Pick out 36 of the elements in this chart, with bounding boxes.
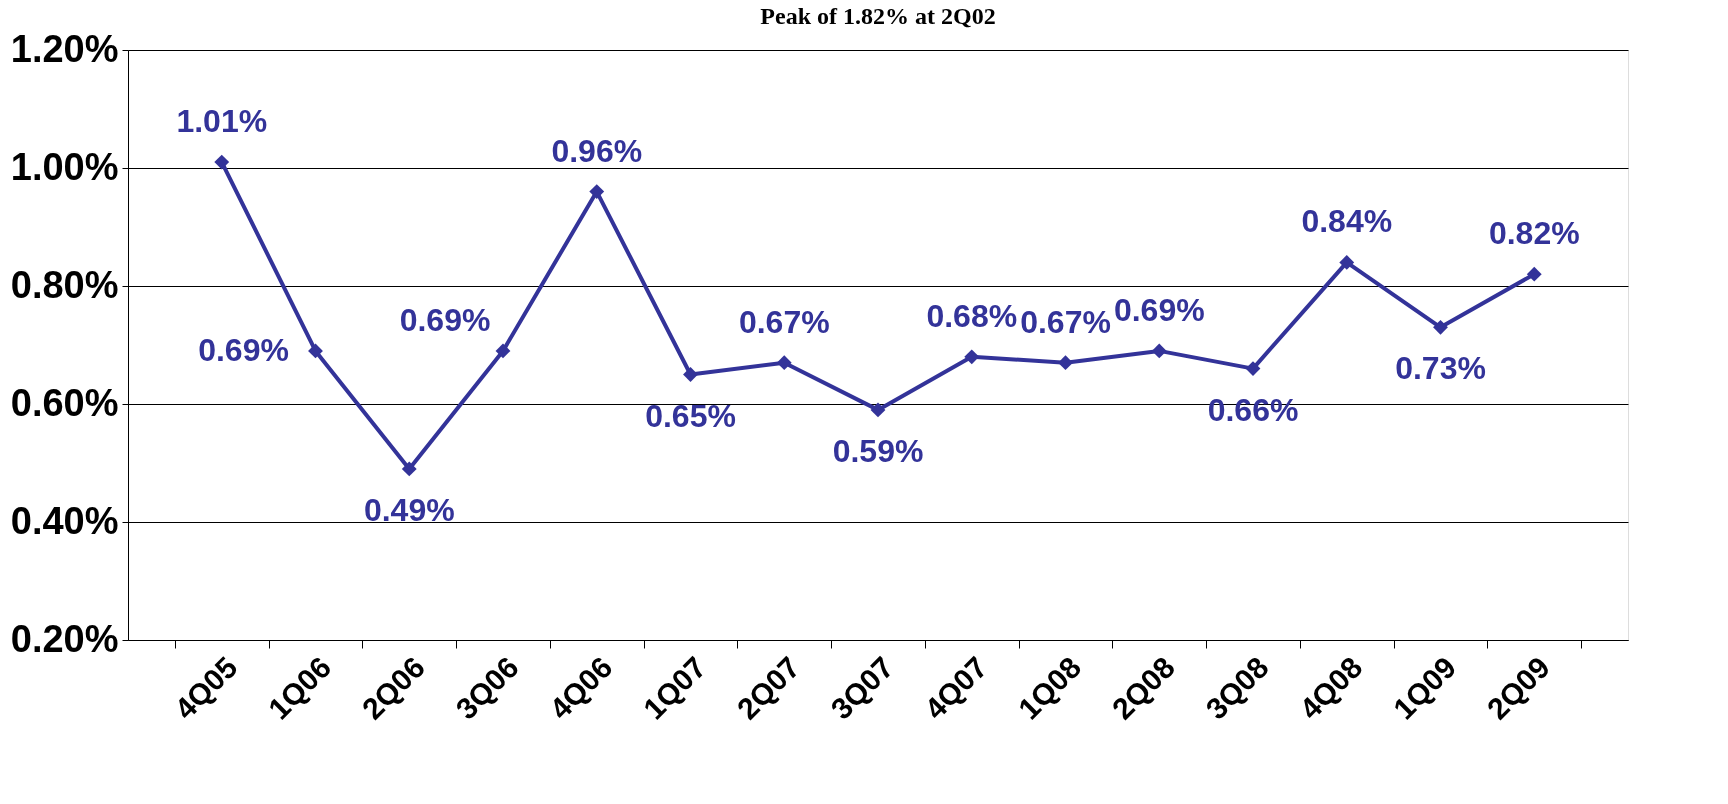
data-label: 0.96%	[551, 132, 643, 169]
point	[1058, 355, 1073, 371]
data-label: 0.59%	[832, 432, 924, 469]
point	[589, 184, 605, 200]
data-label: 0.73%	[1395, 350, 1486, 387]
point	[1433, 319, 1448, 335]
data-label: 1.01%	[176, 103, 268, 140]
point	[308, 343, 323, 359]
point	[401, 461, 417, 477]
point	[1339, 254, 1355, 270]
data-label: 0.65%	[645, 397, 736, 434]
y-tick-label: 0.80%	[10, 263, 119, 306]
y-tick-label: 1.20%	[10, 27, 119, 70]
point	[964, 349, 980, 365]
data-label: 0.67%	[738, 303, 830, 340]
y-tick-label: 0.40%	[10, 499, 119, 542]
data-label: 0.69%	[1113, 291, 1205, 328]
data-label: 0.68%	[926, 297, 1018, 334]
chart-title: Peak of 1.82% at 2Q02	[760, 3, 996, 29]
data-label: 0.49%	[363, 491, 455, 528]
point	[1526, 266, 1542, 282]
y-tick-label: 1.00%	[10, 145, 119, 188]
y-tick-label: 0.60%	[10, 381, 119, 424]
data-label: 0.84%	[1301, 203, 1393, 240]
y-tick-label: 0.20%	[10, 617, 119, 660]
point	[776, 355, 792, 371]
data-label: 0.69%	[198, 331, 289, 368]
data-label: 0.67%	[1020, 303, 1111, 340]
point	[1245, 361, 1261, 377]
point	[495, 343, 511, 359]
point	[683, 367, 698, 382]
point	[870, 402, 886, 418]
data-label: 0.82%	[1488, 215, 1580, 252]
data-label: 0.69%	[399, 301, 491, 338]
point	[1151, 343, 1167, 359]
point	[214, 154, 230, 170]
